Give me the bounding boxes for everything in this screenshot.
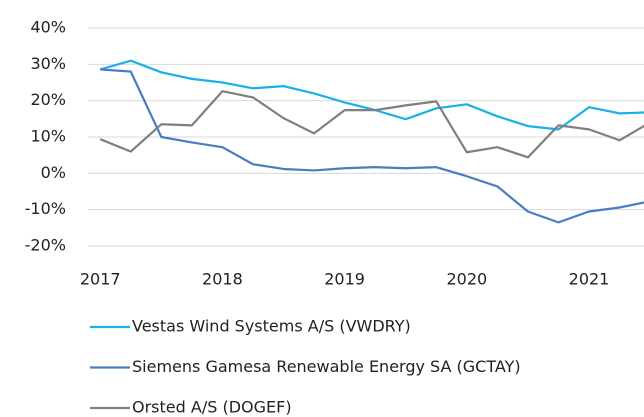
y-tick-label: 0%: [41, 163, 66, 182]
y-tick-label: 40%: [30, 18, 66, 37]
series-line: [100, 68, 644, 224]
y-tick-label: 10%: [30, 127, 66, 146]
series-line: [99, 59, 644, 131]
legend-label: Siemens Gamesa Renewable Energy SA (GCTA…: [132, 357, 521, 376]
series-line: [99, 90, 644, 159]
x-tick-label: 2017: [80, 270, 121, 289]
y-tick-label: -10%: [25, 199, 66, 218]
y-tick-label: 20%: [30, 90, 66, 109]
x-tick-label: 2020: [446, 270, 487, 289]
legend-label: Vestas Wind Systems A/S (VWDRY): [132, 317, 411, 336]
plot-area: [99, 59, 644, 224]
x-tick-label: 2019: [324, 270, 365, 289]
y-tick-label: 30%: [30, 54, 66, 73]
x-tick-label: 2021: [569, 270, 610, 289]
x-tick-label: 2018: [202, 270, 243, 289]
y-tick-label: -20%: [25, 236, 66, 255]
legend-label: Orsted A/S (DOGEF): [132, 398, 292, 417]
